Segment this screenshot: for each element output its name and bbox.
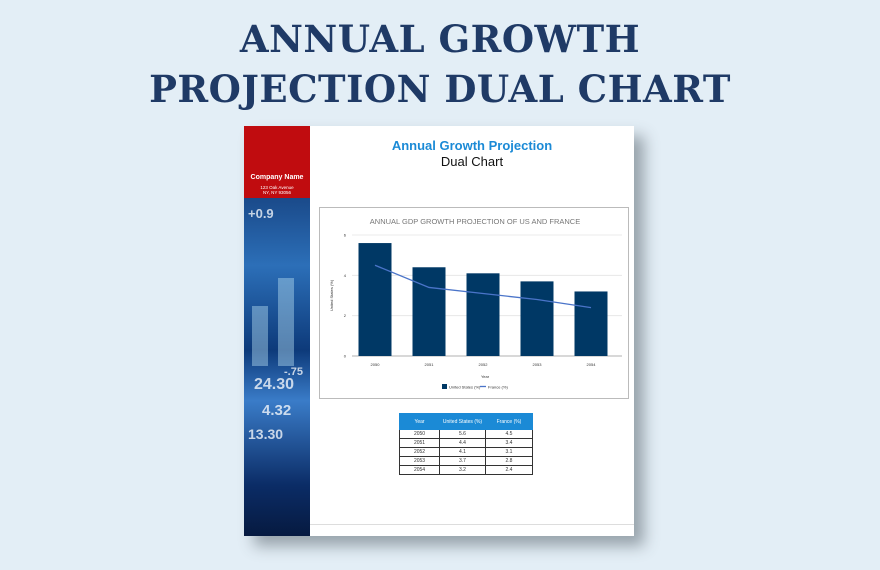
title-line-1: ANNUAL GROWTH bbox=[239, 17, 641, 61]
doc-subtitle: Dual Chart bbox=[440, 154, 504, 169]
chart-svg: ANNUAL GDP GROWTH PROJECTION OF US AND F… bbox=[329, 217, 622, 390]
image-number: 24.30 bbox=[254, 376, 295, 393]
table-cell: 4.5 bbox=[485, 429, 533, 439]
image-number: 13.30 bbox=[248, 426, 284, 442]
table-cell: 4.4 bbox=[439, 438, 486, 448]
y-tick-label: 6 bbox=[344, 233, 347, 238]
table-cell: 2.8 bbox=[485, 456, 533, 466]
image-number: +0.9 bbox=[248, 206, 274, 221]
table-cell: 2052 bbox=[399, 447, 440, 457]
table-cell: 2051 bbox=[399, 438, 440, 448]
title-line-2: PROJECTION DUAL CHART bbox=[149, 67, 731, 111]
legend-swatch-us bbox=[442, 384, 447, 389]
table-cell: 2050 bbox=[399, 429, 440, 439]
image-number: 4.32 bbox=[262, 402, 292, 419]
y-tick-label: 2 bbox=[344, 313, 347, 318]
y-axis-label: United States (%) bbox=[329, 279, 334, 311]
table-row: 2052 4.1 3.1 bbox=[399, 447, 533, 457]
table-cell: 3.7 bbox=[439, 456, 486, 466]
x-axis-label: Year bbox=[481, 374, 490, 379]
table-header: Year bbox=[399, 413, 440, 430]
address-line-2: NY, NY 93056 bbox=[262, 190, 292, 195]
table-cell: 2.4 bbox=[485, 465, 533, 475]
bar-2051 bbox=[412, 267, 446, 356]
x-tick-label: 2053 bbox=[533, 362, 543, 367]
table-header: France (%) bbox=[485, 413, 533, 430]
x-tick-label: 2054 bbox=[587, 362, 597, 367]
bar-2054 bbox=[574, 291, 608, 356]
data-table: Year United States (%) France (%) 2050 5.6 4.… bbox=[399, 413, 533, 475]
stock-market-image: +0.9 24.30 4.32 13.30 -.75 bbox=[244, 198, 310, 536]
bar-2052 bbox=[466, 273, 500, 356]
x-tick-label: 2051 bbox=[425, 362, 435, 367]
legend-label-france: France (%) bbox=[488, 385, 508, 390]
company-name: Company Name bbox=[250, 174, 304, 181]
table-cell: 4.1 bbox=[439, 447, 486, 457]
table-cell: 3.2 bbox=[439, 465, 486, 475]
table-cell: 3.1 bbox=[485, 447, 533, 457]
divider bbox=[310, 524, 634, 525]
table-header: United States (%) bbox=[439, 413, 486, 430]
table-cell: 2054 bbox=[399, 465, 440, 475]
table-row: 2050 5.6 4.5 bbox=[399, 429, 533, 439]
table-row: 2051 4.4 3.4 bbox=[399, 438, 533, 448]
chart: ANNUAL GDP GROWTH PROJECTION OF US AND F… bbox=[319, 207, 629, 399]
table-cell: 2053 bbox=[399, 456, 440, 466]
company-address: 123 Oak Avenue NY, NY 93056 bbox=[244, 185, 310, 195]
france-line bbox=[374, 264, 592, 309]
table-cell: 5.6 bbox=[439, 429, 486, 439]
table-row: 2054 3.2 2.4 bbox=[399, 465, 533, 475]
page-title: ANNUAL GROWTH PROJECTION DUAL CHART bbox=[0, 14, 880, 114]
x-tick-label: 2050 bbox=[371, 362, 381, 367]
table-row: 2053 3.7 2.8 bbox=[399, 456, 533, 466]
company-block: Company Name 123 Oak Avenue NY, NY 93056 bbox=[244, 126, 310, 198]
image-bar bbox=[252, 306, 268, 366]
image-number: -.75 bbox=[284, 366, 303, 378]
bar-2050 bbox=[358, 243, 392, 356]
chart-title: ANNUAL GDP GROWTH PROJECTION OF US AND F… bbox=[370, 217, 580, 226]
bar-2053 bbox=[520, 281, 554, 356]
address-line-1: 123 Oak Avenue bbox=[260, 185, 294, 190]
doc-title: Annual Growth Projection bbox=[391, 138, 553, 153]
image-bar bbox=[278, 278, 294, 366]
table-cell: 3.4 bbox=[485, 438, 533, 448]
y-tick-label: 0 bbox=[344, 354, 347, 359]
document-preview: Company Name 123 Oak Avenue NY, NY 93056 … bbox=[244, 126, 634, 536]
y-tick-label: 4 bbox=[344, 273, 347, 278]
x-tick-label: 2052 bbox=[479, 362, 489, 367]
legend-label-us: United States (%) bbox=[449, 385, 481, 390]
